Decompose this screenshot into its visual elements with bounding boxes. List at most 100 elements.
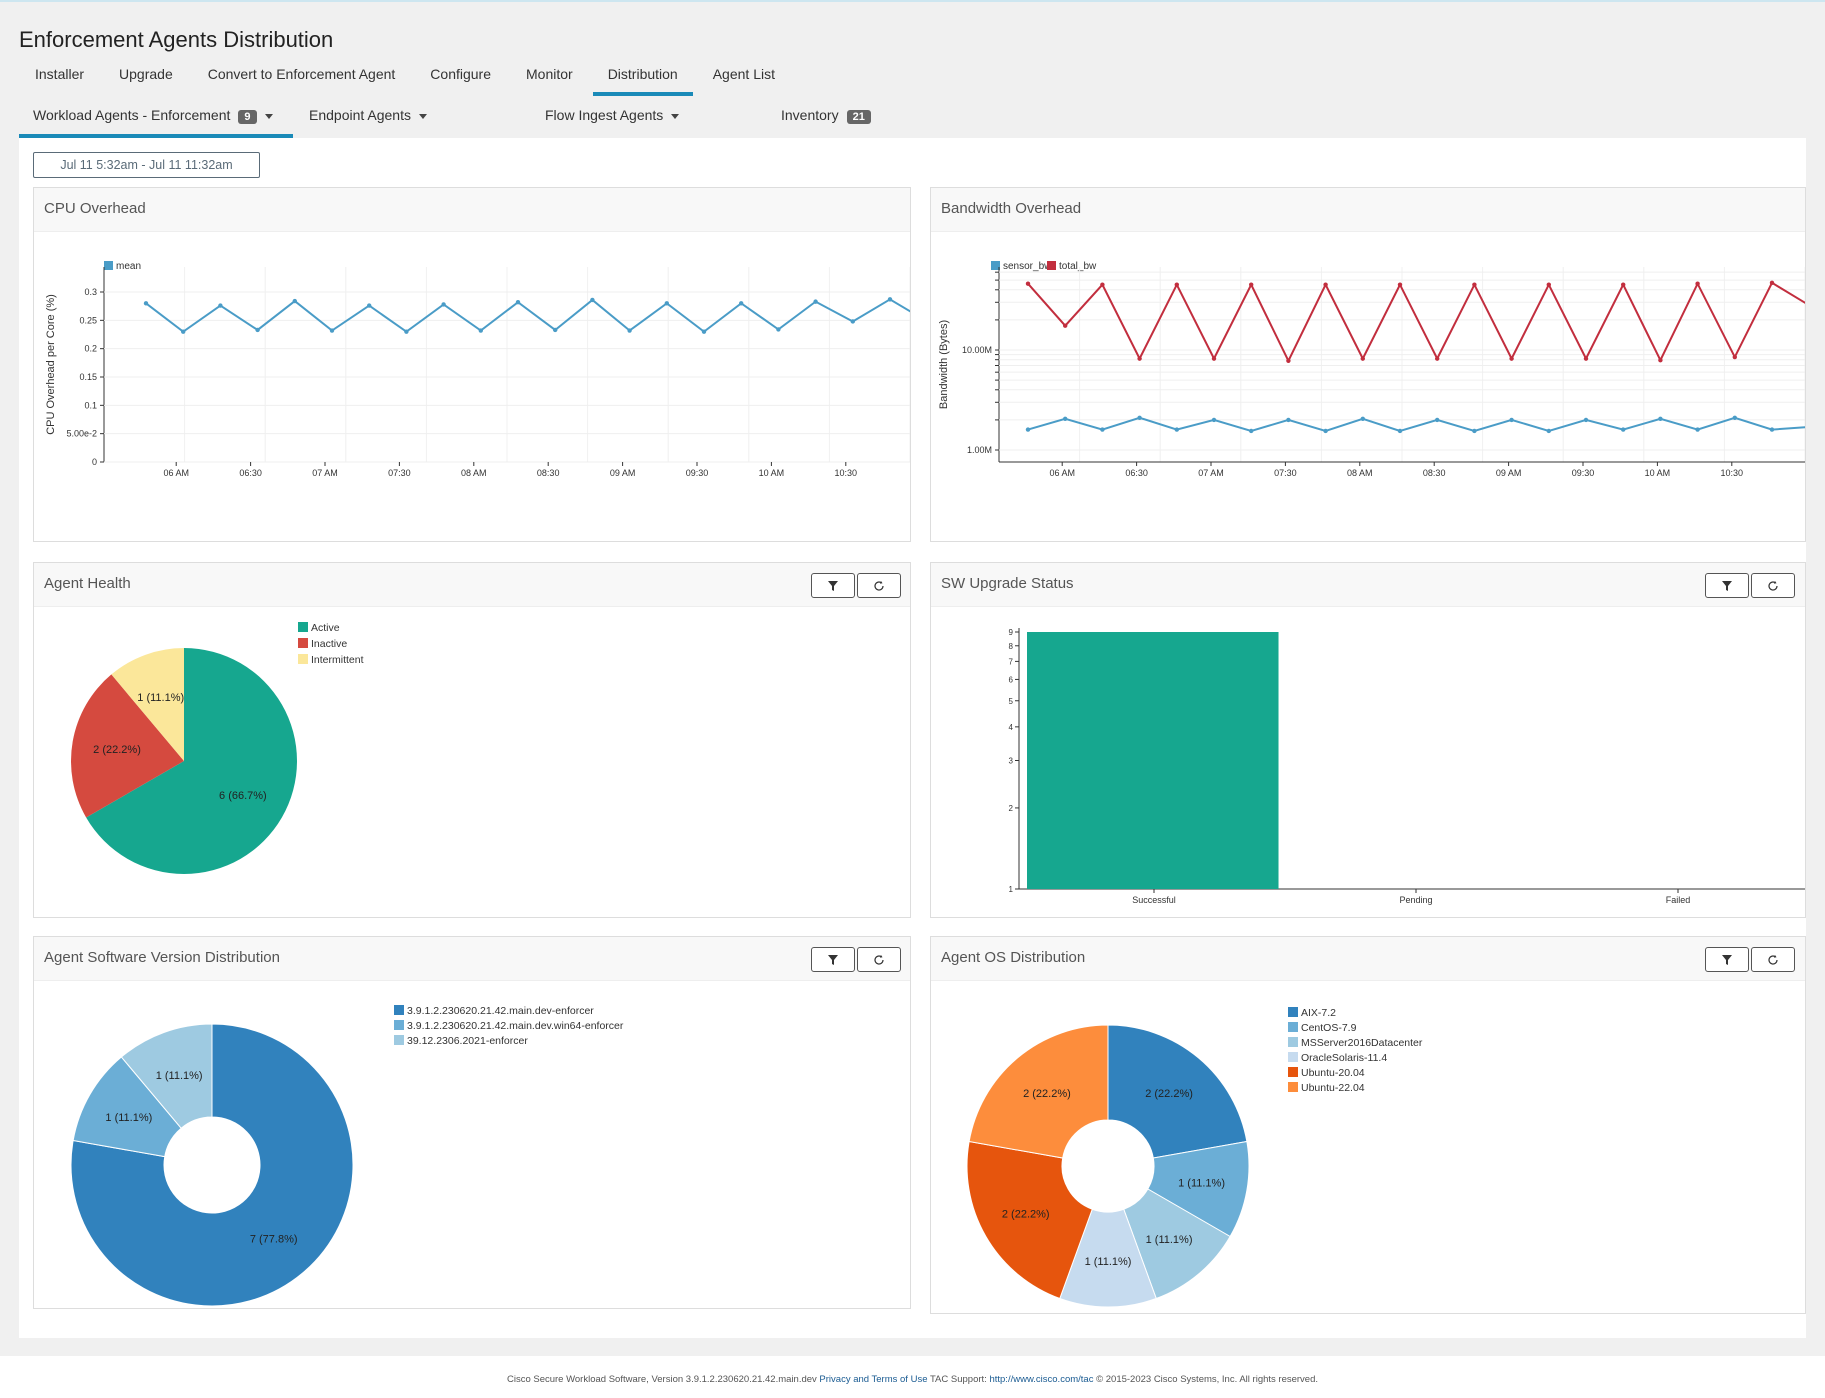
legend-swatch [1288, 1037, 1298, 1047]
tac-support-link[interactable]: http://www.cisco.com/tac [989, 1374, 1094, 1385]
privacy-link[interactable]: Privacy and Terms of Use [819, 1374, 928, 1385]
refresh-button[interactable] [857, 573, 901, 598]
subtab-endpoint-agents[interactable]: Endpoint Agents [309, 98, 427, 138]
filter-icon [828, 954, 838, 965]
slice-label: 1 (11.1%) [137, 692, 184, 704]
data-point [1025, 281, 1031, 286]
x-tick-label: 07 AM [312, 468, 338, 478]
data-point [1435, 356, 1440, 361]
caret-down-icon [264, 113, 273, 119]
main-tabs: Installer Upgrade Convert to Enforcement… [20, 60, 795, 96]
data-point [1583, 417, 1589, 423]
y-tick-label: 5 [1009, 697, 1014, 706]
data-point [1732, 354, 1737, 360]
data-point [1174, 427, 1179, 432]
data-point [1211, 356, 1217, 361]
slice-label: 1 (11.1%) [1178, 1177, 1225, 1189]
os-distribution-chart: 2 (22.2%) AIX-7.2 1 (11.1%) CentOS-7.9 1 (11… [966, 1007, 1423, 1308]
data-point [218, 303, 223, 308]
data-point [1472, 282, 1477, 287]
filter-button[interactable] [811, 573, 855, 598]
subtab-label: Workload Agents - Enforcement [33, 107, 231, 123]
data-point [887, 297, 893, 302]
data-point [404, 329, 409, 334]
tab-configure[interactable]: Configure [430, 66, 491, 82]
panel-title: CPU Overhead [34, 188, 910, 232]
data-point [1360, 356, 1365, 361]
tab-distribution[interactable]: Distribution [592, 60, 693, 96]
data-point [1360, 416, 1365, 422]
tac-support-label: TAC Support: [929, 1374, 987, 1385]
tab-installer[interactable]: Installer [35, 66, 85, 82]
data-point [1695, 281, 1700, 286]
y-tick-label: 6 [1009, 675, 1014, 684]
panel-title: Agent Health [34, 563, 910, 607]
count-badge: 21 [846, 110, 871, 124]
subtab-label: Inventory [781, 107, 839, 123]
refresh-button[interactable] [1751, 947, 1795, 972]
agent-health-panel: Agent Health 6 (66.7%) Active 2 (22.2%) Ina… [33, 562, 911, 918]
data-point [1063, 323, 1068, 328]
slice-label: 2 (22.2%) [93, 744, 141, 756]
data-point [143, 301, 149, 306]
x-tick-label: 06 AM [1049, 468, 1075, 478]
refresh-button[interactable] [857, 947, 901, 972]
x-tick-label: 06 AM [163, 468, 189, 478]
date-range-picker[interactable]: Jul 11 5:32am - Jul 11 11:32am [33, 152, 260, 178]
data-point [1658, 416, 1663, 422]
pie-slice [111, 648, 184, 761]
y-tick-label: 3 [1009, 757, 1014, 766]
legend-swatch [1288, 1022, 1298, 1032]
x-tick-label: 08 AM [461, 468, 487, 478]
data-point [329, 328, 335, 333]
sw-upgrade-chart: 1 2 3 4 5 6 7 8 9 Successful Pending Failed [1009, 628, 1805, 905]
data-point [1695, 427, 1700, 432]
filter-icon [1722, 580, 1732, 591]
pie-slice [120, 1023, 213, 1129]
legend-label: Ubuntu-22.04 [1301, 1082, 1365, 1094]
filter-button[interactable] [1705, 573, 1749, 598]
data-point [478, 328, 483, 333]
data-point [1397, 428, 1403, 434]
subtab-inventory[interactable]: Inventory 21 [781, 98, 871, 138]
data-point [1100, 427, 1105, 432]
data-point [850, 319, 855, 324]
series-line-sensor_bw [1027, 416, 1810, 433]
x-tick-label: 09 AM [1496, 468, 1522, 478]
refresh-icon [1768, 954, 1778, 965]
data-point [1658, 358, 1663, 363]
x-tick-label: 07 AM [1198, 468, 1224, 478]
filter-button[interactable] [811, 947, 855, 972]
y-tick-label: 0.2 [84, 344, 97, 354]
subtab-flow-ingest-agents[interactable]: Flow Ingest Agents [545, 98, 680, 138]
data-point [1174, 282, 1179, 287]
tab-convert[interactable]: Convert to Enforcement Agent [207, 66, 396, 82]
bandwidth-overhead-panel: Bandwidth Overhead sensor_bw total_bw 1.00… [930, 187, 1810, 542]
data-point [627, 328, 632, 333]
slice-label: 1 (11.1%) [156, 1070, 203, 1082]
refresh-button[interactable] [1751, 573, 1795, 598]
tab-agent-list[interactable]: Agent List [712, 66, 775, 82]
x-tick-label: 08:30 [537, 468, 560, 478]
data-point [1025, 427, 1031, 432]
tab-upgrade[interactable]: Upgrade [119, 66, 173, 82]
legend-label: CentOS-7.9 [1301, 1022, 1357, 1034]
filter-button[interactable] [1705, 947, 1749, 972]
page-title: Enforcement Agents Distribution [19, 27, 334, 52]
x-tick-label: 07:30 [388, 468, 411, 478]
x-tick-label: Pending [1399, 895, 1432, 905]
data-point [441, 302, 446, 307]
data-point [1472, 428, 1477, 434]
slice-label: 2 (22.2%) [1002, 1209, 1050, 1221]
x-tick-label: 10:30 [1721, 468, 1744, 478]
subtab-workload-agents[interactable]: Workload Agents - Enforcement 9 [19, 98, 293, 138]
data-point [1397, 282, 1403, 287]
y-tick-label: 9 [1009, 628, 1014, 637]
data-point [255, 327, 260, 333]
legend-swatch [394, 1005, 404, 1015]
data-point [1546, 282, 1551, 287]
software-version-chart: 7 (77.8%) 3.9.1.2.230620.21.42.main.dev-e… [70, 1005, 624, 1307]
tab-monitor[interactable]: Monitor [526, 66, 573, 82]
data-point [1286, 358, 1291, 363]
legend-swatch [1288, 1082, 1298, 1092]
